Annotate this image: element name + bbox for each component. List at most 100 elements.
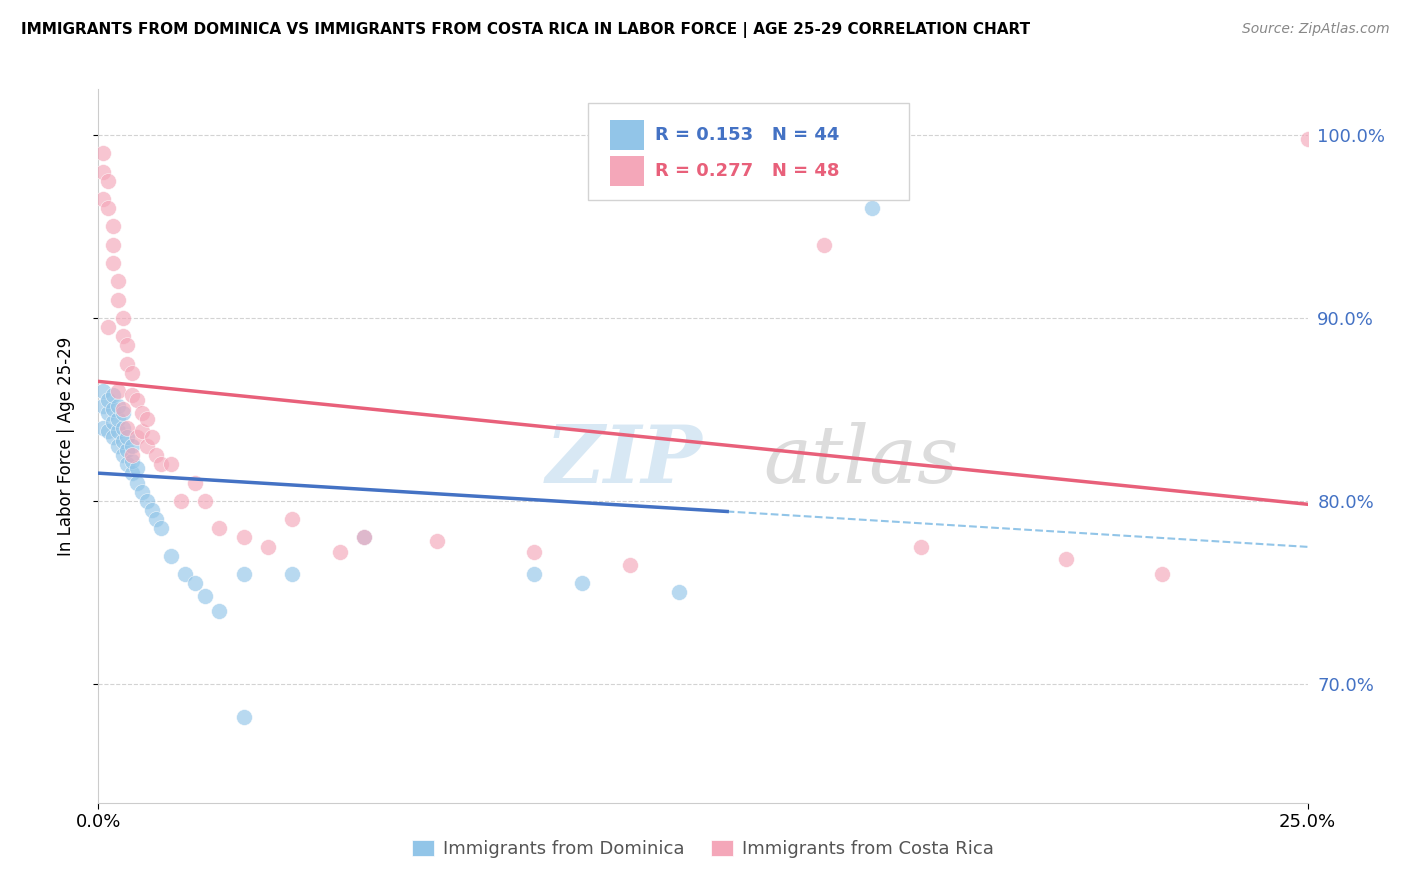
Point xyxy=(121,453,143,467)
Point xyxy=(127,430,149,444)
Point xyxy=(523,545,546,559)
Point xyxy=(281,567,304,582)
Point xyxy=(860,201,883,215)
Point xyxy=(169,494,191,508)
Point xyxy=(107,274,129,288)
Point xyxy=(1152,567,1174,582)
Point xyxy=(232,567,254,582)
Point xyxy=(91,164,114,178)
Point xyxy=(135,411,157,425)
Point xyxy=(141,503,163,517)
Point xyxy=(523,567,546,582)
Point xyxy=(101,256,124,270)
Point xyxy=(145,448,167,462)
Point xyxy=(121,366,143,380)
Point xyxy=(91,399,114,413)
Point xyxy=(1296,131,1319,145)
Point xyxy=(131,484,153,499)
Point xyxy=(121,467,143,481)
Text: atlas: atlas xyxy=(763,422,959,499)
Point xyxy=(184,576,207,591)
Point xyxy=(111,310,134,325)
Point xyxy=(813,237,835,252)
Point xyxy=(1054,552,1077,566)
Point xyxy=(117,338,139,352)
Point xyxy=(208,521,231,535)
Point xyxy=(111,434,134,448)
Point xyxy=(121,388,143,402)
Text: Source: ZipAtlas.com: Source: ZipAtlas.com xyxy=(1241,22,1389,37)
Point xyxy=(353,531,375,545)
Point xyxy=(117,420,139,434)
Point xyxy=(127,475,149,490)
FancyBboxPatch shape xyxy=(610,120,644,150)
Point xyxy=(256,540,278,554)
Point xyxy=(97,174,120,188)
Point xyxy=(91,420,114,434)
Point xyxy=(184,475,207,490)
Point xyxy=(91,192,114,206)
Point xyxy=(329,545,352,559)
Point xyxy=(117,442,139,457)
Point xyxy=(121,448,143,462)
Point xyxy=(668,585,690,599)
Point xyxy=(91,384,114,398)
Text: ZIP: ZIP xyxy=(546,422,703,499)
Point xyxy=(111,402,134,417)
Point xyxy=(910,540,932,554)
Point xyxy=(232,531,254,545)
Point xyxy=(101,219,124,234)
Point xyxy=(141,430,163,444)
Point xyxy=(97,406,120,420)
Point xyxy=(97,320,120,334)
Point xyxy=(101,402,124,417)
Point xyxy=(145,512,167,526)
Point xyxy=(150,458,173,472)
FancyBboxPatch shape xyxy=(610,155,644,186)
Text: R = 0.277   N = 48: R = 0.277 N = 48 xyxy=(655,161,839,179)
Point xyxy=(194,494,217,508)
Point xyxy=(101,237,124,252)
Point xyxy=(117,357,139,371)
Point xyxy=(571,576,593,591)
Point xyxy=(101,415,124,429)
Text: R = 0.153   N = 44: R = 0.153 N = 44 xyxy=(655,126,839,144)
Point xyxy=(97,393,120,408)
Point xyxy=(91,146,114,161)
Point xyxy=(131,406,153,420)
Point xyxy=(107,399,129,413)
Point xyxy=(111,329,134,343)
Point xyxy=(135,494,157,508)
Point xyxy=(281,512,304,526)
Y-axis label: In Labor Force | Age 25-29: In Labor Force | Age 25-29 xyxy=(56,336,75,556)
Point xyxy=(150,521,173,535)
Legend: Immigrants from Dominica, Immigrants from Costa Rica: Immigrants from Dominica, Immigrants fro… xyxy=(405,832,1001,865)
Point xyxy=(97,201,120,215)
Point xyxy=(619,558,641,572)
Text: IMMIGRANTS FROM DOMINICA VS IMMIGRANTS FROM COSTA RICA IN LABOR FORCE | AGE 25-2: IMMIGRANTS FROM DOMINICA VS IMMIGRANTS F… xyxy=(21,22,1031,38)
Point xyxy=(160,458,183,472)
Point xyxy=(160,549,183,563)
Point xyxy=(97,425,120,439)
Point xyxy=(111,406,134,420)
Point xyxy=(127,393,149,408)
Point xyxy=(117,430,139,444)
Point xyxy=(107,293,129,307)
Point xyxy=(127,461,149,475)
Point xyxy=(117,458,139,472)
Point xyxy=(111,420,134,434)
Point xyxy=(101,430,124,444)
Point xyxy=(232,710,254,724)
Point xyxy=(194,589,217,603)
Point xyxy=(107,411,129,425)
Point xyxy=(426,534,449,549)
Point xyxy=(107,425,129,439)
Point xyxy=(135,439,157,453)
Point xyxy=(121,439,143,453)
Point xyxy=(101,388,124,402)
Point xyxy=(111,448,134,462)
Point xyxy=(107,439,129,453)
Point xyxy=(174,567,197,582)
Point xyxy=(353,531,375,545)
Point xyxy=(131,425,153,439)
